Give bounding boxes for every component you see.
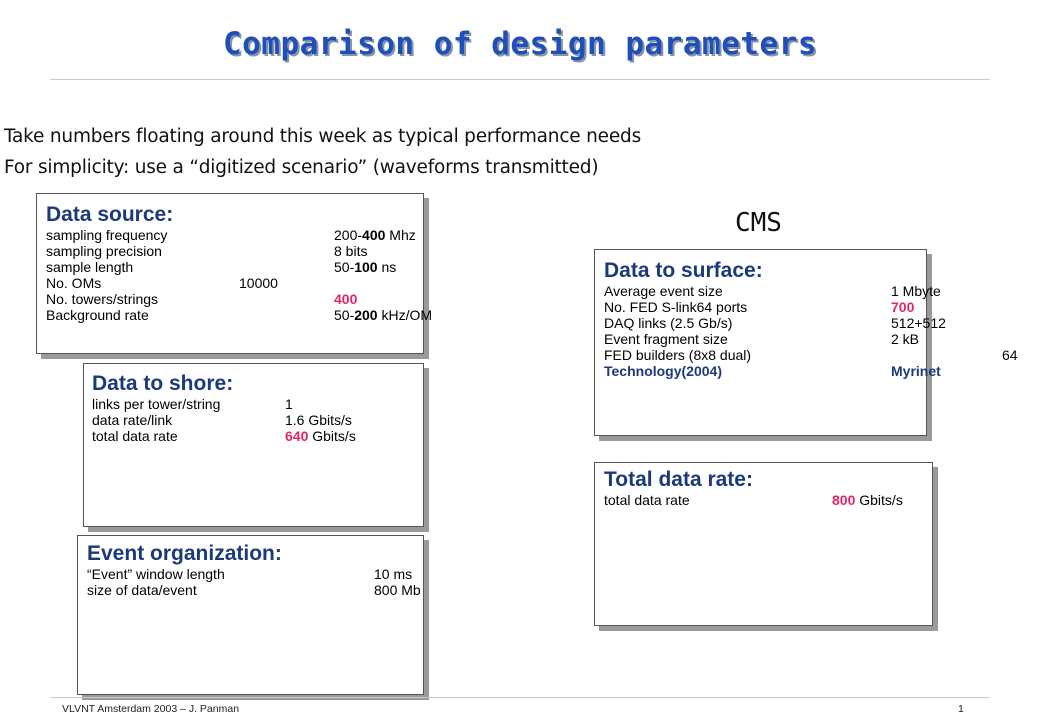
event-organization-box: Event organization: “Event” window lengt… [77,535,424,695]
value-part-bold: 100 [354,259,378,275]
row-label: No. OMs [46,275,102,291]
value-unit: kHz/OM [377,307,433,323]
row-label: FED builders (8x8 dual) [604,347,752,363]
row-value-highlight: 400 [334,291,358,307]
row-label: total data rate [92,428,178,444]
row-label: Event fragment size [604,331,728,347]
table-row: size of data/event 800 Mb [87,582,447,598]
data-to-shore-heading: Data to shore: [92,372,234,395]
row-value: 1 Mbyte [891,283,941,299]
row-value-highlight: 700 [891,299,915,315]
table-row: Average event size 1 Mbyte [604,283,1024,299]
row-label: sampling frequency [46,227,168,243]
table-row: sampling precision 8 bits [46,243,486,259]
table-row: Event fragment size 2 kB [604,331,1024,347]
page-number: 1 [958,703,964,715]
row-value: 800 Gbits/s [832,492,903,508]
table-row: Background rate 50-200 kHz/OM [46,307,486,323]
row-value: 1.6 Gbits/s [285,412,352,428]
table-row: total data rate 640 Gbits/s [92,428,412,444]
row-label: sampling precision [46,243,162,259]
table-row: links per tower/string 1 [92,396,412,412]
footer-divider [50,697,990,698]
data-to-surface-heading: Data to surface: [604,259,763,282]
table-row: sample length 50-100 ns [46,259,486,275]
data-source-heading: Data source: [46,203,174,226]
value-unit: Mhz [385,227,416,243]
row-value: 10 ms [374,566,413,582]
row-label: total data rate [604,492,690,508]
value-unit: Gbits/s [855,492,903,508]
data-to-shore-box: Data to shore: links per tower/string 1 … [83,363,424,527]
row-label: Average event size [604,283,723,299]
row-value: Myrinet [891,363,941,379]
slide-title: Comparison of design parameters [222,26,818,62]
value-unit: Gbits/s [308,428,356,444]
event-organization-heading: Event organization: [87,542,282,565]
row-label: sample length [46,259,134,275]
row-label: DAQ links (2.5 Gb/s) [604,315,733,331]
row-label: No. FED S-link64 ports [604,299,748,315]
row-value: 50-200 kHz/OM [334,307,432,323]
row-value: 10000 [239,275,278,291]
title-divider [50,79,990,80]
row-label: Technology(2004) [604,363,722,379]
value-part-bold: 200 [354,307,378,323]
table-row: sampling frequency 200-400 Mhz [46,227,486,243]
row-value: 800 Mb [374,582,421,598]
row-value: 8 bits [334,243,368,259]
row-label: data rate/link [92,412,173,428]
value-part: 200- [334,227,363,243]
row-label: No. towers/strings [46,291,159,307]
row-value: 1 [285,396,293,412]
value-highlight: 640 [285,428,309,444]
table-row: data rate/link 1.6 Gbits/s [92,412,412,428]
row-label: links per tower/string [92,396,221,412]
total-data-rate-heading: Total data rate: [604,468,753,491]
row-label: size of data/event [87,582,197,598]
row-value: 50-100 ns [334,259,396,275]
footer-text: VLVNT Amsterdam 2003 – J. Panman [62,703,240,715]
value-part: 50- [334,259,355,275]
table-row: No. OMs 10000 [46,275,486,291]
row-value: 512+512 [891,315,946,331]
table-row: FED builders (8x8 dual) 64 [604,347,1024,363]
total-data-rate-box: Total data rate: total data rate 800 Gbi… [594,462,933,626]
row-label: Background rate [46,307,149,323]
intro-line-2: For simplicity: use a “digitized scenari… [4,157,599,178]
cms-label: CMS [735,208,782,238]
value-highlight: 800 [832,492,856,508]
value-part: 50- [334,307,355,323]
row-value: 2 kB [891,331,920,347]
table-row: “Event” window length 10 ms [87,566,447,582]
value-part-bold: 400 [362,227,386,243]
table-row: total data rate 800 Gbits/s [604,492,934,508]
table-row: No. FED S-link64 ports 700 [604,299,1024,315]
table-row: No. towers/strings 400 [46,291,486,307]
row-value: 64 [1002,347,1018,363]
row-label: “Event” window length [87,566,225,582]
table-row: DAQ links (2.5 Gb/s) 512+512 [604,315,1024,331]
value-unit: ns [377,259,397,275]
data-to-surface-box: Data to surface: Average event size 1 Mb… [594,249,1018,436]
table-row: Technology(2004) Myrinet [604,363,1024,379]
row-value: 640 Gbits/s [285,428,356,444]
intro-line-1: Take numbers floating around this week a… [4,126,642,147]
data-source-box: Data source: sampling frequency 200-400 … [36,193,432,354]
row-value: 200-400 Mhz [334,227,416,243]
